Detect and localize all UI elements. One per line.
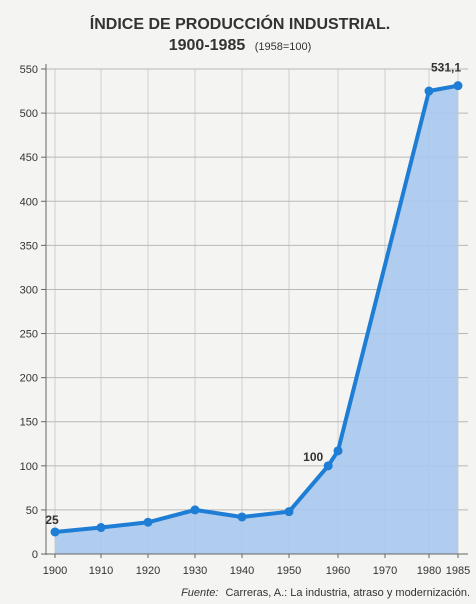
data-labels: 25 100 531,1	[45, 61, 461, 527]
chart-subtitle-base: (1958=100)	[255, 41, 312, 53]
chart-subtitle: 1900-1985 (1958=100)	[169, 37, 312, 54]
x-tick-label-1985: 1985	[446, 565, 470, 577]
data-point-1950	[284, 507, 294, 517]
source-text: Carreras, A.: La industria, atraso y mod…	[225, 587, 470, 599]
data-point-1900	[50, 527, 60, 537]
x-tick-label-1940: 1940	[230, 565, 254, 577]
y-tick-label-550: 550	[20, 64, 38, 76]
data-point-1960	[333, 446, 343, 456]
y-tick-label-50: 50	[26, 505, 38, 517]
x-tick-label-1910: 1910	[89, 565, 113, 577]
x-tick-label-1920: 1920	[136, 565, 160, 577]
series-line-layer	[53, 83, 460, 534]
x-tick-label-1970: 1970	[373, 565, 397, 577]
y-tick-label-0: 0	[32, 549, 38, 561]
y-tick-label-400: 400	[20, 196, 38, 208]
y-axis-ticks: 0 50 100 150 200 250 300 350 400 450 500 550	[20, 64, 46, 561]
y-tick-label-450: 450	[20, 152, 38, 164]
data-label-1985: 531,1	[431, 61, 461, 75]
y-tick-label-200: 200	[20, 373, 38, 385]
data-point-1980	[424, 86, 434, 96]
series-line	[53, 83, 460, 534]
data-point-1910	[96, 523, 106, 533]
area-layer	[55, 85, 458, 554]
data-points	[50, 81, 463, 537]
x-tick-label-1930: 1930	[183, 565, 207, 577]
data-label-1900: 25	[45, 513, 59, 527]
data-point-1958	[323, 461, 333, 471]
y-tick-label-150: 150	[20, 417, 38, 429]
x-axis-ticks: 1900 1910 1920 1930 1940 1950 1960 1970 1980 1985	[43, 554, 470, 577]
data-label-1958: 100	[303, 450, 323, 464]
data-point-1930	[190, 505, 200, 515]
chart-title: ÍNDICE DE PRODUCCIÓN INDUSTRIAL.	[90, 14, 390, 33]
y-tick-label-500: 500	[20, 108, 38, 120]
series-area-fill	[55, 85, 458, 554]
y-tick-label-300: 300	[20, 284, 38, 296]
data-point-1920	[143, 517, 153, 527]
gridlines	[46, 68, 468, 554]
y-tick-label-250: 250	[20, 329, 38, 341]
data-point-1985	[453, 81, 463, 91]
y-tick-label-100: 100	[20, 461, 38, 473]
x-tick-label-1950: 1950	[277, 565, 301, 577]
y-tick-label-350: 350	[20, 240, 38, 252]
chart-subtitle-years: 1900-1985	[169, 37, 246, 54]
x-tick-label-1980: 1980	[417, 565, 441, 577]
x-tick-label-1900: 1900	[43, 565, 67, 577]
data-point-1940	[237, 512, 247, 522]
source-label: Fuente:	[181, 587, 218, 599]
x-tick-label-1960: 1960	[326, 565, 350, 577]
source-note: Fuente: Carreras, A.: La industria, atra…	[181, 587, 470, 599]
